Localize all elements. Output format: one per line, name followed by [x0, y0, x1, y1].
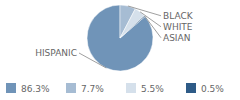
- pie-slice: [120, 9, 144, 38]
- pie: [87, 5, 153, 71]
- legend-label: 0.5%: [201, 84, 224, 94]
- pie-slice: [87, 5, 153, 71]
- leader-line: [128, 6, 161, 16]
- legend-swatch: [186, 83, 196, 93]
- legend-label: 86.3%: [21, 84, 50, 94]
- slice-label: BLACK: [163, 11, 194, 21]
- leader-line: [145, 16, 161, 38]
- slice-label: ASIAN: [163, 33, 190, 43]
- legend: 86.3% 7.7% 5.5% 0.5%: [6, 83, 224, 94]
- legend-label: 5.5%: [141, 84, 164, 94]
- legend-label: 7.7%: [81, 84, 104, 94]
- legend-swatch: [6, 83, 16, 93]
- chart: BLACKWHITEASIAN HISPANIC 86.3% 7.7% 5.5% 0.5%: [0, 0, 240, 100]
- slice-label: HISPANIC: [35, 48, 77, 58]
- leader-line: [79, 53, 106, 68]
- legend-swatch: [126, 83, 136, 93]
- legend-swatch: [66, 83, 76, 93]
- slice-label: WHITE: [163, 22, 193, 32]
- pie-slice: [120, 16, 145, 38]
